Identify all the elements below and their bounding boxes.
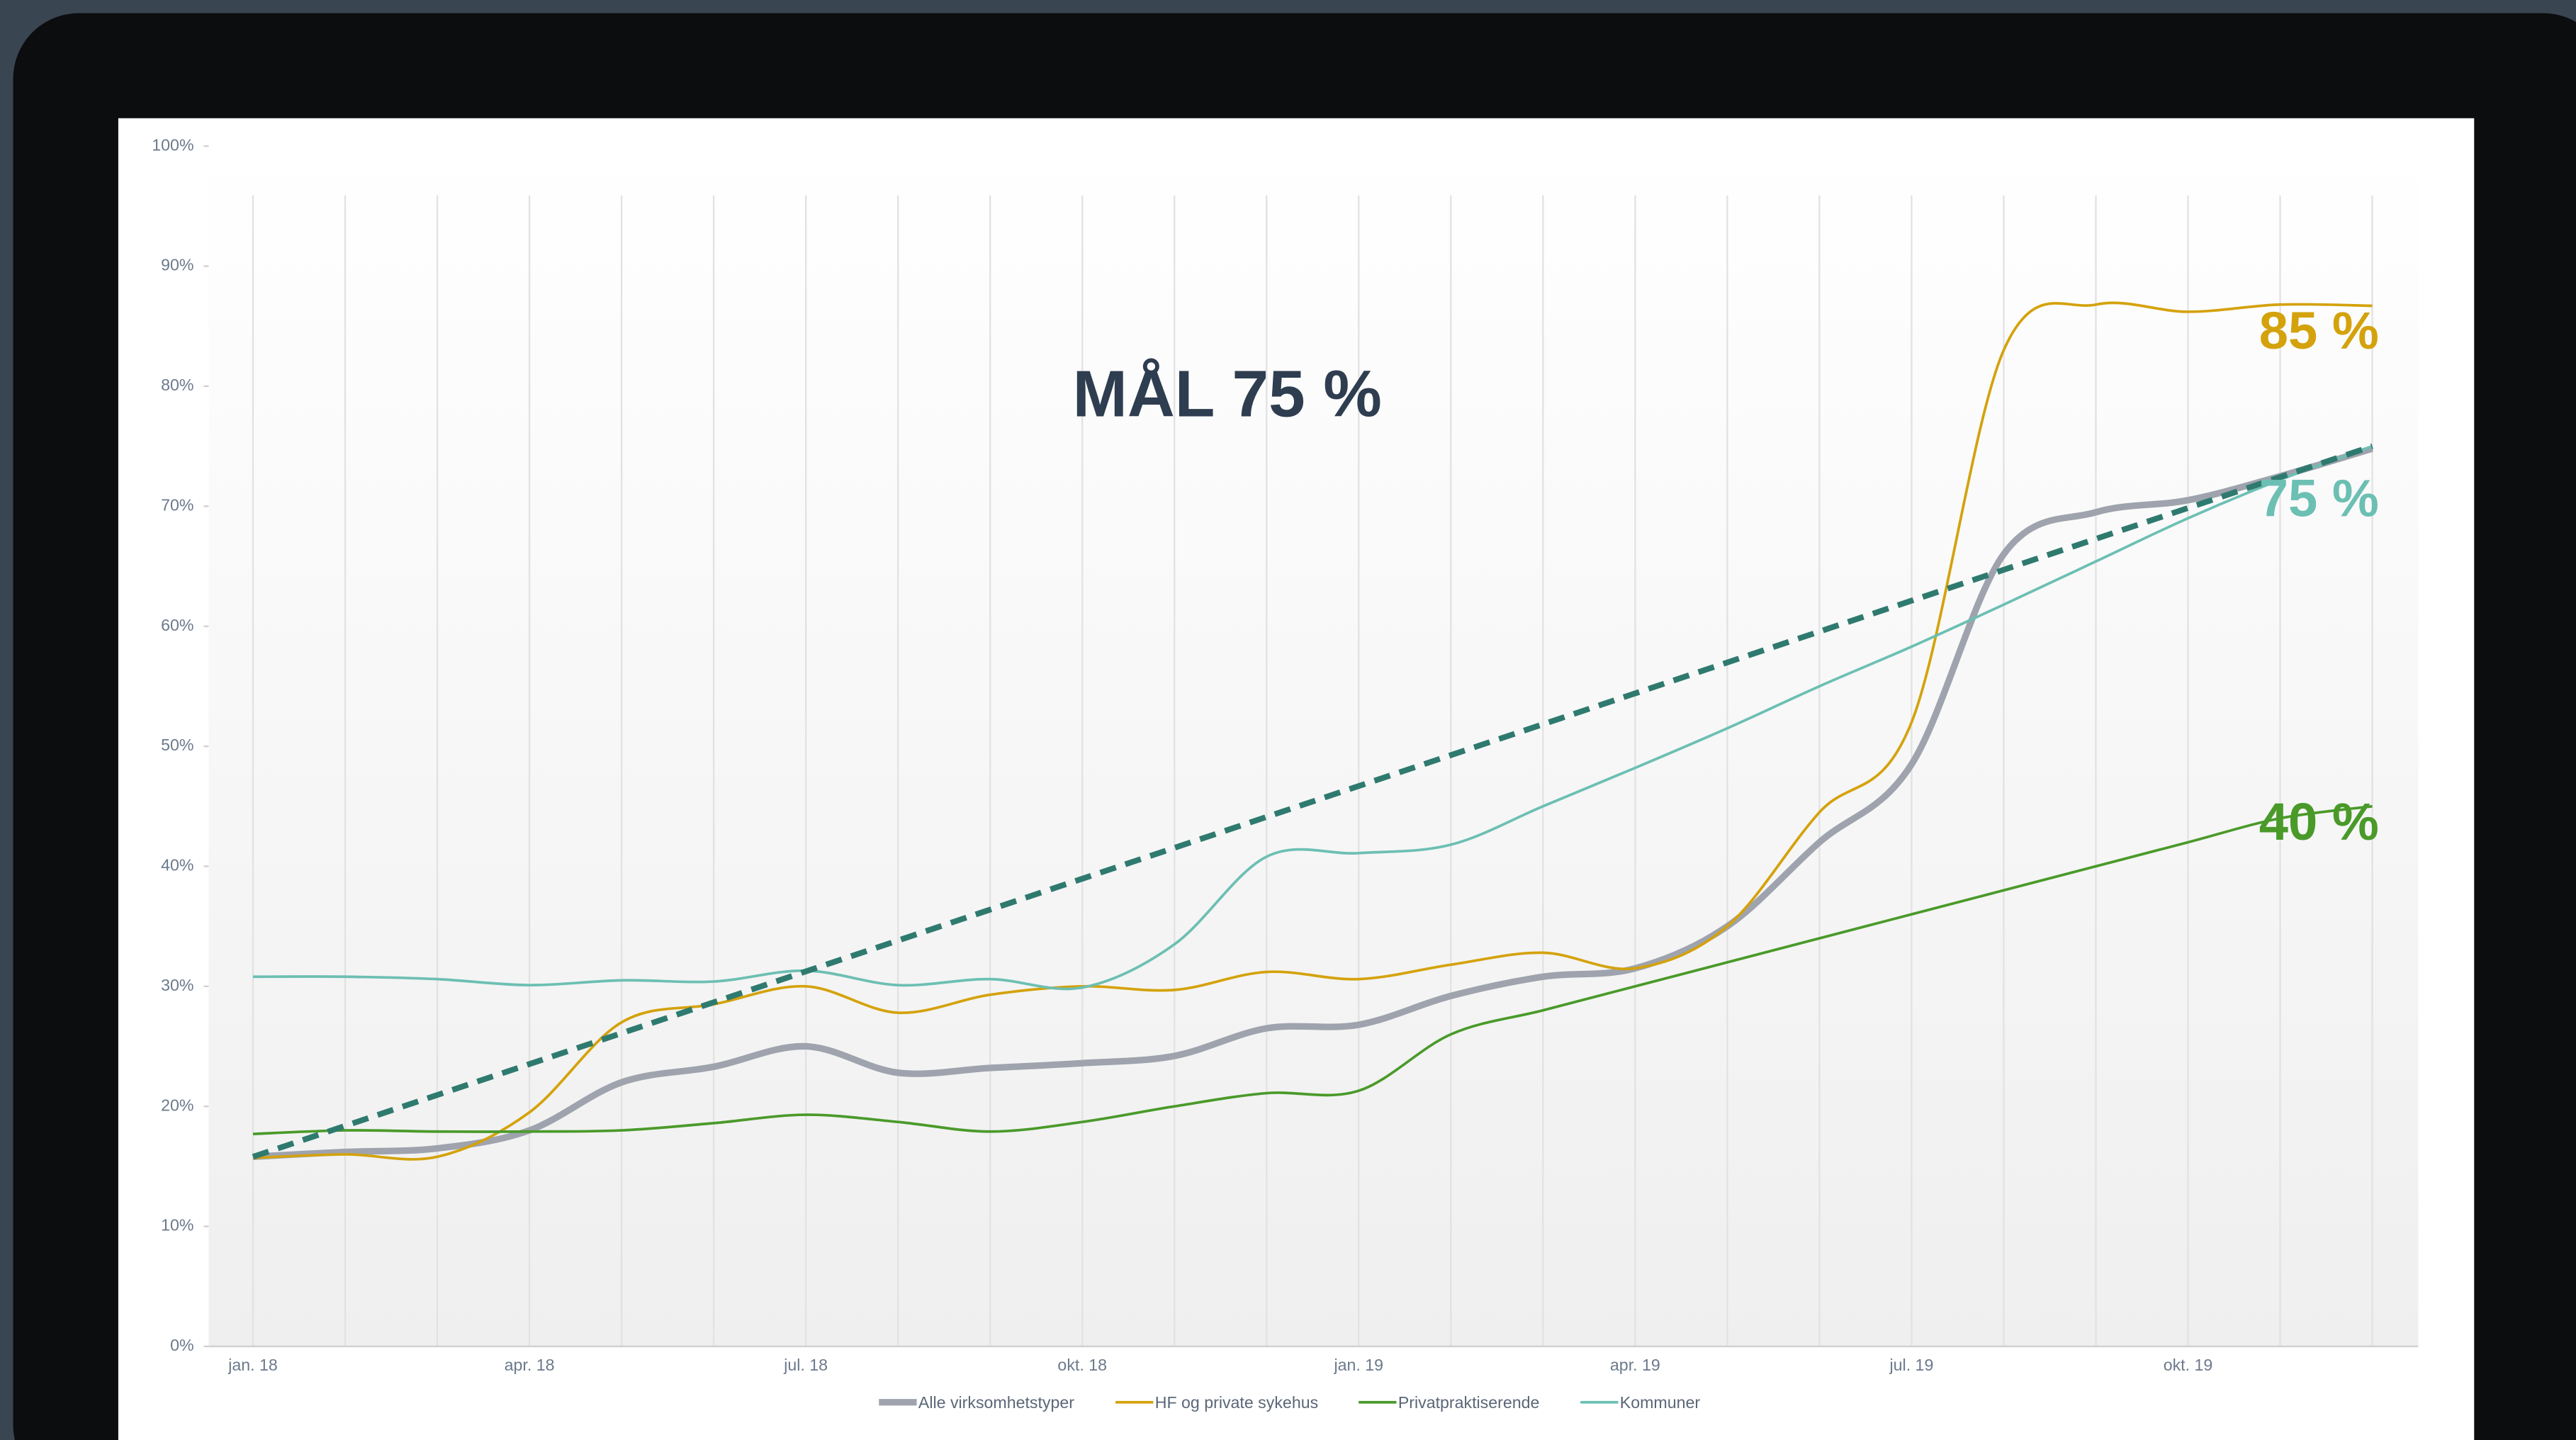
series-line [253, 444, 2373, 991]
y-tick-label: 90% [161, 256, 193, 274]
target-line [252, 443, 2373, 1160]
x-tick-label: jan. 19 [1334, 1356, 1384, 1374]
x-tick-label: jul. 18 [783, 1356, 828, 1374]
x-tick-label: jan. 18 [227, 1356, 278, 1374]
y-tick-label: 10% [161, 1216, 193, 1234]
legend-label: HF og private sykehus [1155, 1393, 1318, 1412]
series-line [252, 804, 2373, 1135]
y-tick-label: 0% [170, 1336, 193, 1354]
legend-label: Privatpraktiserende [1398, 1393, 1540, 1412]
plot-area [208, 146, 2419, 1346]
y-tick-label: 100% [152, 135, 193, 154]
legend-label: Alle virksomhetstyper [918, 1393, 1074, 1412]
y-tick-label: 60% [161, 616, 193, 634]
x-tick-label: apr. 18 [505, 1356, 555, 1374]
y-tick-label: 80% [161, 376, 193, 394]
series-line [252, 301, 2373, 1161]
legend-label: Kommuner [1620, 1393, 1701, 1412]
y-tick-label: 70% [161, 495, 193, 514]
series-line [252, 445, 2373, 1160]
y-tick-label: 50% [161, 736, 193, 754]
x-tick-label: okt. 18 [1057, 1356, 1107, 1374]
y-tick-label: 20% [161, 1096, 193, 1114]
x-tick-label: okt. 19 [2164, 1356, 2213, 1374]
chart: 0% 10% 20% 30% 40% 50% 60% 70% 80% 90% 100% jan. 18… [152, 135, 2419, 1412]
annotation: 75 % [2259, 469, 2379, 528]
annotation: 85 % [2259, 301, 2379, 360]
annotation: MÅL 75 % [1073, 357, 1382, 431]
y-tick-label: 30% [161, 976, 193, 994]
x-tick-label: apr. 19 [1610, 1356, 1660, 1374]
y-tick-label: 40% [161, 856, 193, 874]
annotation: 40 % [2259, 792, 2379, 851]
x-tick-label: jul. 19 [1889, 1356, 1934, 1374]
